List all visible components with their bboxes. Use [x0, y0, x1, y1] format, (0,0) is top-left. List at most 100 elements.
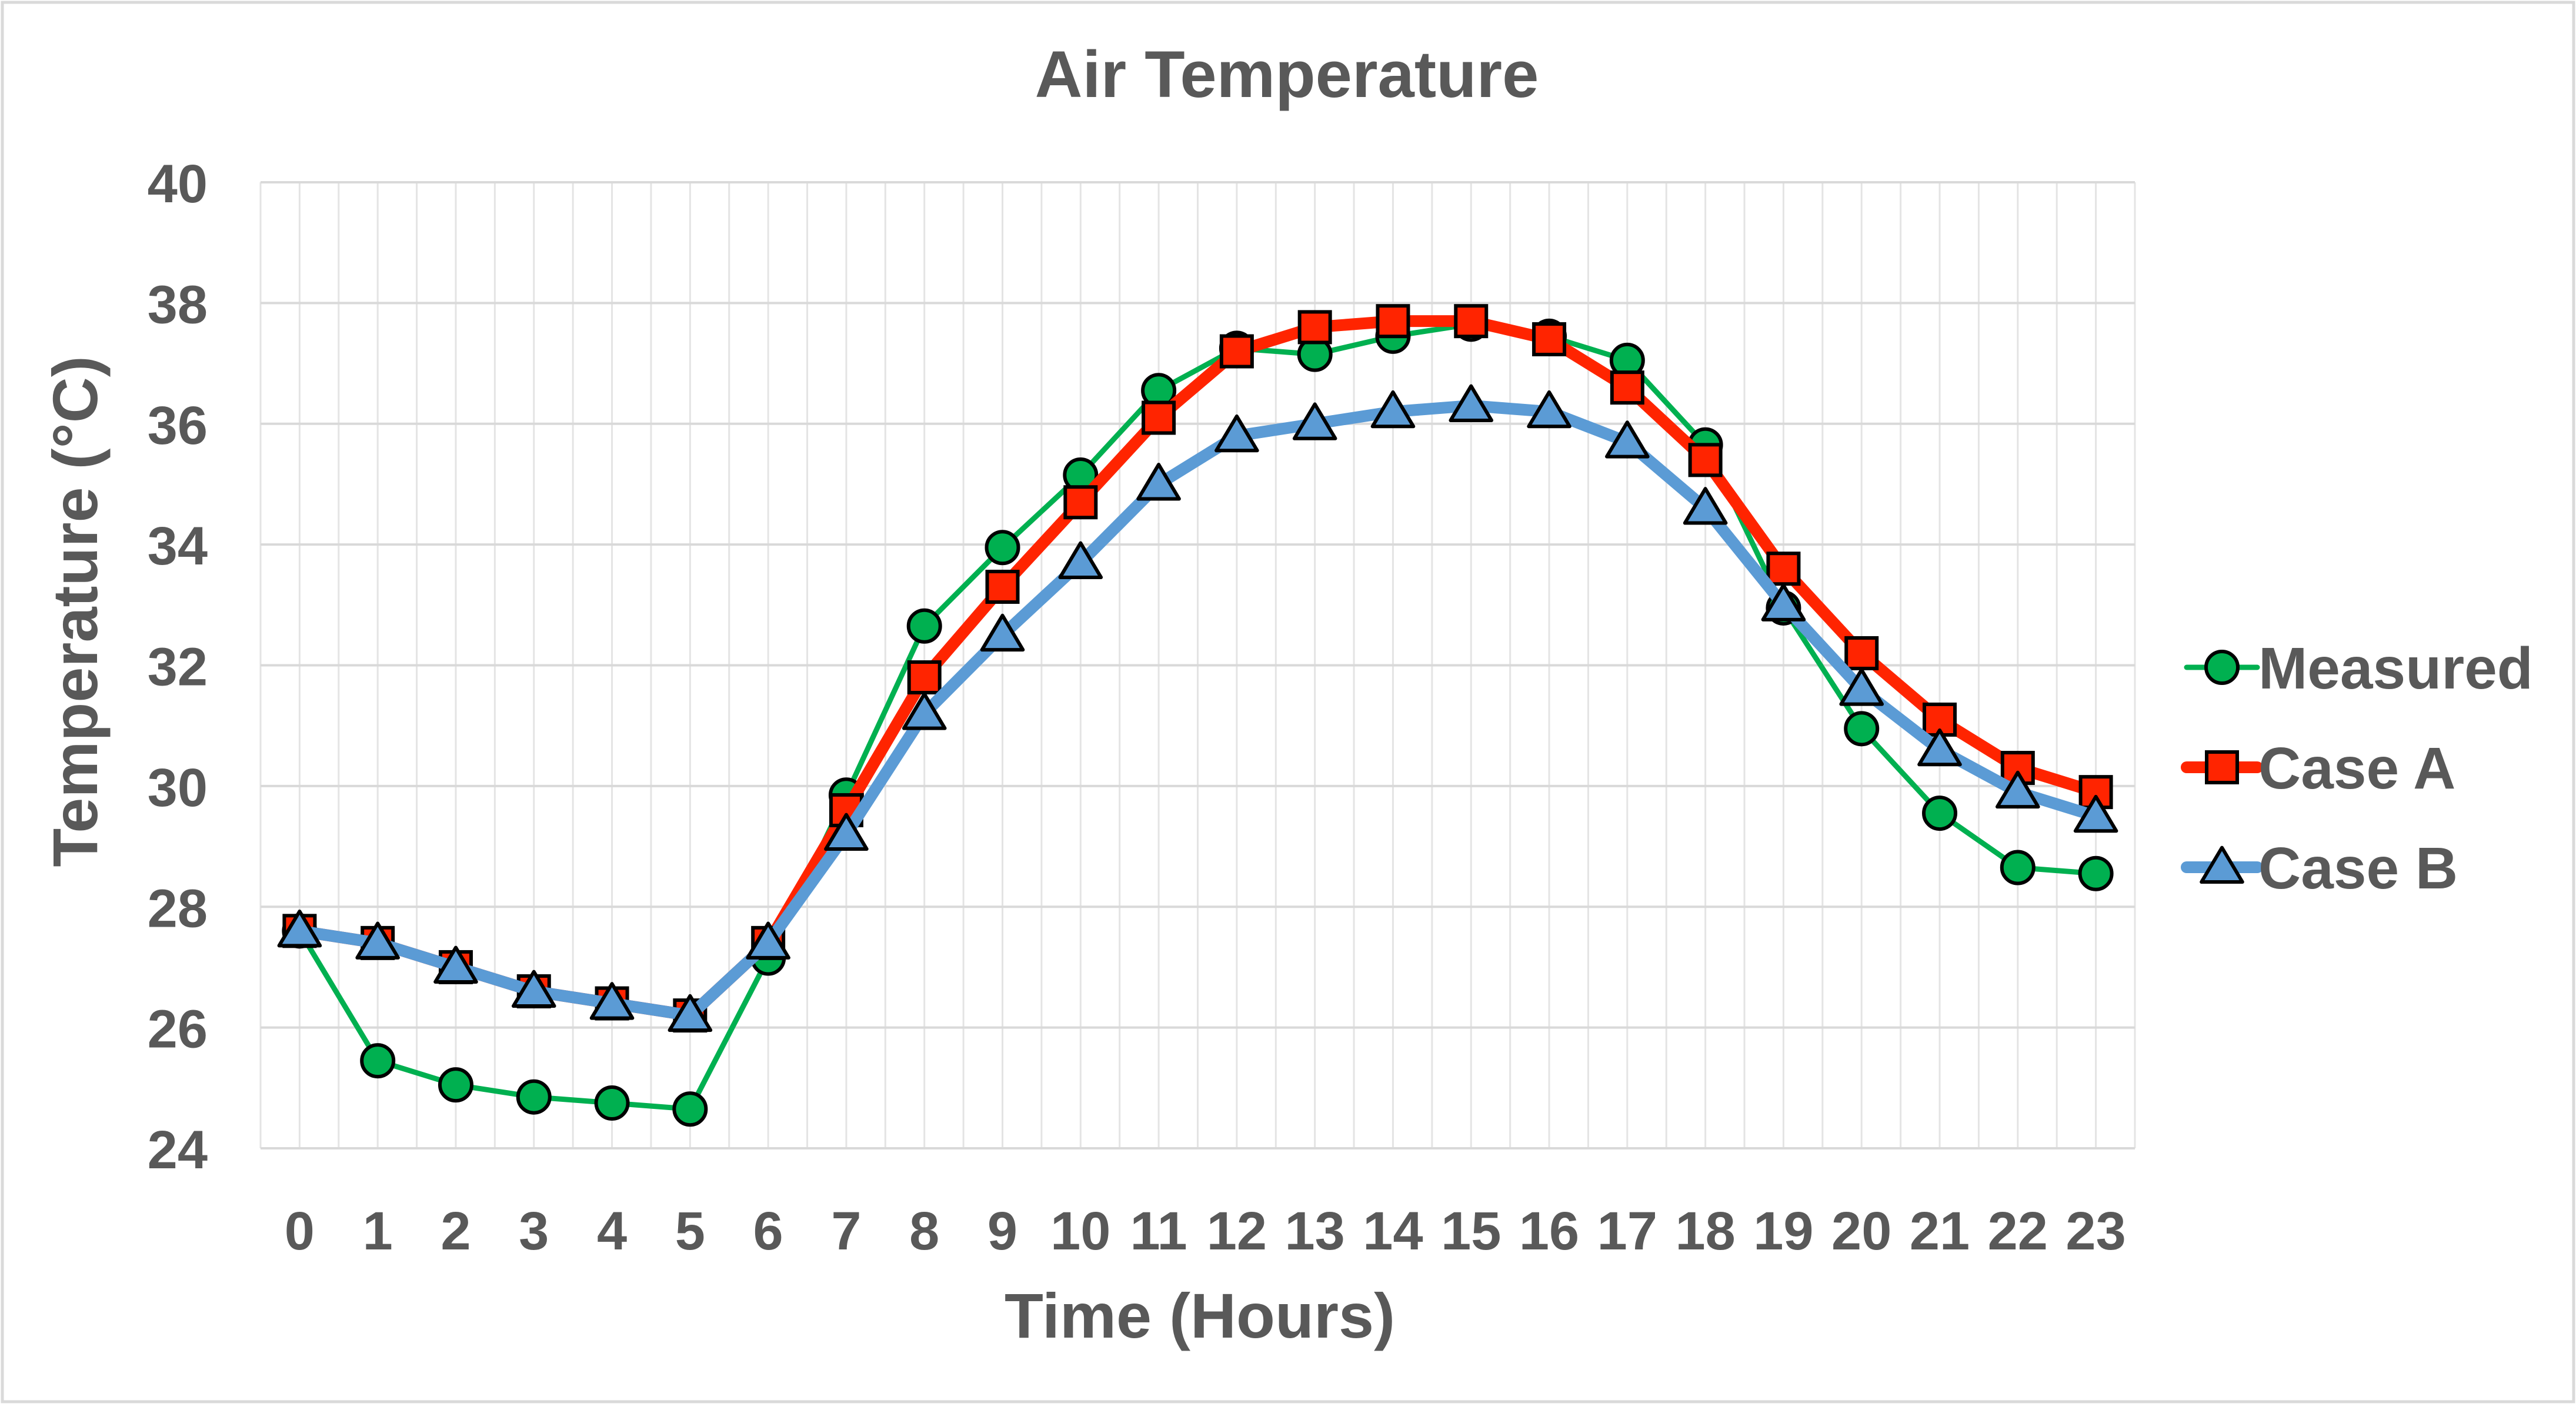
y-tick-label: 24 [148, 1120, 208, 1180]
data-point [1844, 711, 1880, 747]
y-tick-label: 36 [148, 396, 208, 456]
data-point [1136, 463, 1181, 501]
data-point [1292, 402, 1337, 440]
data-point [985, 570, 1020, 604]
data-point [2000, 850, 2036, 885]
data-point [2073, 794, 2118, 833]
data-point [1844, 636, 1879, 670]
data-point [1058, 541, 1103, 579]
y-tick-label: 40 [148, 154, 208, 214]
y-tick-label: 26 [148, 1000, 208, 1060]
x-tick-label: 18 [1675, 1201, 1735, 1261]
data-point [1839, 668, 1884, 706]
y-tick-label: 38 [148, 275, 208, 335]
data-point [1996, 770, 2040, 809]
x-tick-label: 3 [519, 1201, 549, 1261]
data-point [1532, 322, 1567, 356]
data-point [668, 994, 713, 1032]
grid [259, 181, 2136, 1149]
data-point [1219, 334, 1254, 369]
data-point [1683, 487, 1728, 525]
x-tick-label: 1 [363, 1201, 393, 1261]
x-tick-label: 0 [285, 1201, 315, 1261]
x-tick-label: 14 [1363, 1201, 1423, 1261]
x-tick-label: 10 [1050, 1201, 1110, 1261]
data-point [746, 921, 790, 960]
data-point [907, 660, 942, 695]
x-axis-ticks: 0 1 2 3 4 5 6 7 8 9 10 11 12 13 14 15 16 17 18 19 20 21 22 23 [285, 1201, 2126, 1261]
data-point [1142, 400, 1176, 435]
data-point [1454, 304, 1489, 339]
data-point [1610, 370, 1644, 405]
y-tick-label: 28 [148, 878, 208, 938]
y-tick-label: 32 [148, 637, 208, 697]
data-point [516, 1079, 552, 1115]
series-case-b [277, 384, 2118, 1032]
data-point [360, 1043, 396, 1079]
legend-marker [2205, 750, 2239, 784]
y-axis-label: Temperature (°C) [39, 356, 111, 867]
data-point [277, 909, 322, 948]
data-point [1449, 384, 1494, 422]
x-tick-label: 7 [831, 1201, 861, 1261]
data-point [438, 1067, 473, 1103]
x-tick-label: 23 [2066, 1201, 2125, 1261]
chart-title: Air Temperature [1035, 38, 1539, 111]
data-point [1766, 552, 1801, 586]
y-tick-label: 34 [148, 516, 208, 576]
x-tick-label: 19 [1753, 1201, 1813, 1261]
legend-marker [2200, 845, 2244, 884]
legend-label: Case A [2258, 736, 2455, 801]
data-point [1376, 304, 1410, 339]
data-point [1605, 420, 1650, 459]
data-point [980, 613, 1025, 652]
data-point [1370, 390, 1416, 429]
y-axis-ticks: 24 26 28 30 32 34 36 38 40 [148, 154, 208, 1180]
legend-marker [2204, 650, 2240, 685]
x-tick-label: 17 [1597, 1201, 1657, 1261]
x-tick-label: 16 [1519, 1201, 1579, 1261]
data-point [1688, 443, 1723, 477]
data-point [1297, 310, 1332, 345]
x-tick-label: 15 [1441, 1201, 1501, 1261]
x-tick-label: 13 [1285, 1201, 1345, 1261]
data-point [906, 608, 942, 644]
y-tick-label: 30 [148, 758, 208, 818]
legend-item-case-b: Case B [2181, 835, 2458, 901]
data-point [594, 1085, 630, 1121]
legend-item-case-a: Case A [2181, 736, 2455, 801]
data-point [355, 921, 400, 960]
x-tick-label: 12 [1207, 1201, 1267, 1261]
x-tick-label: 2 [441, 1201, 471, 1261]
data-point [985, 530, 1020, 566]
data-point [1214, 414, 1259, 453]
legend-label: Measured [2258, 636, 2533, 701]
data-point [511, 970, 556, 1008]
x-tick-label: 22 [1988, 1201, 2048, 1261]
data-point [1527, 390, 1571, 429]
x-axis-label: Time (Hours) [1005, 1280, 1395, 1351]
x-tick-label: 6 [753, 1201, 783, 1261]
x-tick-label: 20 [1831, 1201, 1891, 1261]
data-point [2078, 855, 2114, 891]
x-tick-label: 4 [597, 1201, 627, 1261]
data-point [1922, 796, 1958, 831]
data-point [433, 945, 478, 984]
data-point [824, 813, 869, 851]
data-point [902, 692, 947, 730]
x-tick-label: 9 [987, 1201, 1017, 1261]
data-point [1761, 583, 1806, 621]
data-point [1063, 485, 1098, 520]
data-point [589, 982, 635, 1020]
legend: Measured Case A Case B [2181, 636, 2533, 901]
data-point [672, 1091, 708, 1127]
legend-label: Case B [2258, 835, 2458, 901]
legend-item-measured: Measured [2184, 636, 2533, 701]
x-tick-label: 11 [1130, 1201, 1187, 1261]
x-tick-label: 5 [675, 1201, 705, 1261]
x-tick-label: 8 [909, 1201, 939, 1261]
data-point [1917, 728, 1962, 767]
